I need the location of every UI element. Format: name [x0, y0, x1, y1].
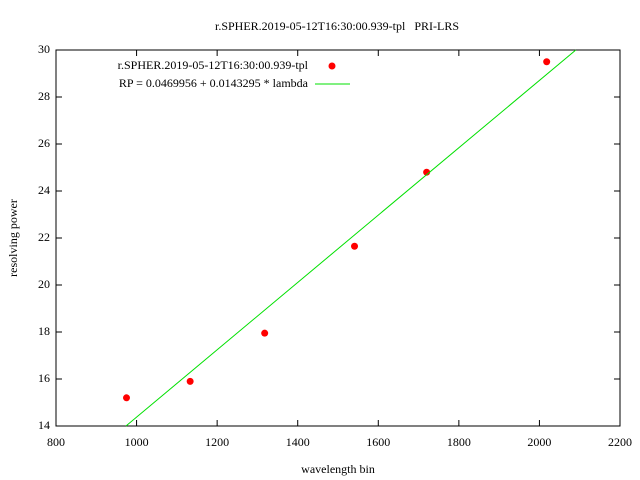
legend-label: r.SPHER.2019-05-12T16:30:00.939-tpl — [118, 58, 309, 72]
plot-frame — [55, 49, 621, 427]
data-point — [351, 242, 359, 250]
y-tick-label: 24 — [38, 183, 50, 197]
data-point — [186, 377, 194, 385]
fit-line — [125, 49, 577, 427]
data-point — [543, 58, 551, 66]
data-point — [123, 394, 130, 402]
y-axis-label: resolving power — [6, 199, 20, 277]
x-tick-label: 1200 — [205, 435, 229, 449]
y-tick-label: 18 — [38, 324, 50, 338]
x-tick-label: 1800 — [447, 435, 471, 449]
x-tick-label: 1400 — [286, 435, 310, 449]
y-tick-label: 26 — [38, 136, 50, 150]
data-point — [423, 168, 431, 176]
chart-title: r.SPHER.2019-05-12T16:30:00.939-tpl PRI-… — [215, 19, 459, 33]
x-tick-label: 2200 — [608, 435, 632, 449]
x-tick-label: 2000 — [527, 435, 551, 449]
y-tick-label: 30 — [38, 42, 50, 56]
x-tick-label: 1000 — [125, 435, 149, 449]
y-tick-label: 20 — [38, 277, 50, 291]
y-tick-label: 16 — [38, 371, 50, 385]
x-axis-label: wavelength bin — [301, 462, 375, 476]
x-tick-label: 800 — [47, 435, 65, 449]
legend-label: RP = 0.0469956 + 0.0143295 * lambda — [119, 76, 309, 90]
x-tick-label: 1600 — [366, 435, 390, 449]
legend-marker — [328, 62, 336, 70]
y-tick-label: 14 — [38, 418, 50, 432]
data-point — [261, 329, 269, 337]
y-tick-label: 22 — [38, 230, 50, 244]
y-tick-label: 28 — [38, 89, 50, 103]
